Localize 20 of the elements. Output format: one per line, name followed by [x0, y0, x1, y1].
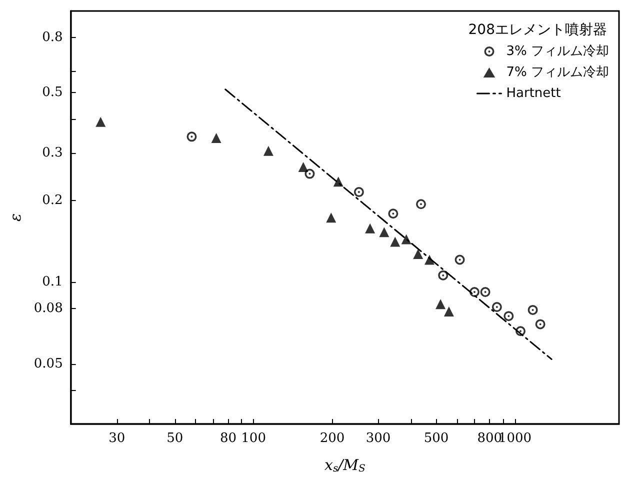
- x-tick-label: 200: [320, 431, 345, 446]
- x-tick-label: 80: [220, 431, 237, 446]
- x-tick-label: 500: [424, 431, 449, 446]
- y-tick-label: 0.8: [42, 30, 63, 45]
- x-tick-label: 30: [108, 431, 126, 446]
- y-tick-label: 0.08: [34, 300, 63, 316]
- legend-title: 208エレメント噴射器: [468, 22, 608, 38]
- y-tick-label: 0.05: [34, 356, 63, 372]
- y-tick-label: 0.1: [42, 274, 63, 290]
- x-tick-label: 800: [477, 431, 502, 446]
- x-tick-label: 50: [166, 431, 184, 446]
- y-tick-label: 0.3: [42, 145, 63, 160]
- y-axis-title: ε: [6, 213, 24, 222]
- x-tick-label: 100: [241, 431, 266, 446]
- x-tick-label: 300: [366, 431, 391, 446]
- y-tick-label: 0.2: [42, 193, 63, 208]
- legend-label: 7% フィルム冷却: [506, 65, 610, 80]
- legend-label: 3% フィルム冷却: [506, 44, 610, 59]
- legend-label: Hartnett: [506, 86, 561, 101]
- y-tick-label: 0.5: [42, 85, 63, 100]
